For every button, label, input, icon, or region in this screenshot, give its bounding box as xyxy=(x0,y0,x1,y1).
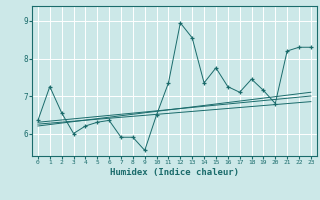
X-axis label: Humidex (Indice chaleur): Humidex (Indice chaleur) xyxy=(110,168,239,177)
